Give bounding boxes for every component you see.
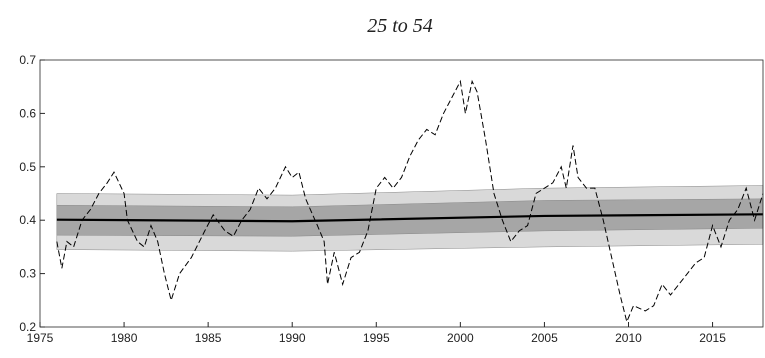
- x-tick-label: 1995: [363, 331, 390, 345]
- plot-frame: [39, 59, 764, 328]
- y-tick-label: 0.3: [19, 267, 36, 281]
- y-tick-label: 0.5: [19, 160, 36, 174]
- y-tick-label: 0.4: [19, 213, 36, 227]
- x-tick-label: 1990: [279, 331, 306, 345]
- x-tick-label: 1980: [111, 331, 138, 345]
- x-tick-label: 2000: [447, 331, 474, 345]
- x-tick-label: 1985: [195, 331, 222, 345]
- y-tick-label: 0.7: [19, 53, 36, 67]
- y-tick-label: 0.6: [19, 106, 36, 120]
- chart-title: 25 to 54: [367, 15, 433, 37]
- x-tick-label: 2015: [699, 331, 726, 345]
- x-tick-label: 1975: [27, 331, 54, 345]
- x-tick-label: 2005: [531, 331, 558, 345]
- dashed-line: [56, 79, 764, 324]
- x-tick-label: 2010: [615, 331, 642, 345]
- y-tick-label: 0.2: [19, 320, 36, 334]
- median-line: [56, 213, 764, 223]
